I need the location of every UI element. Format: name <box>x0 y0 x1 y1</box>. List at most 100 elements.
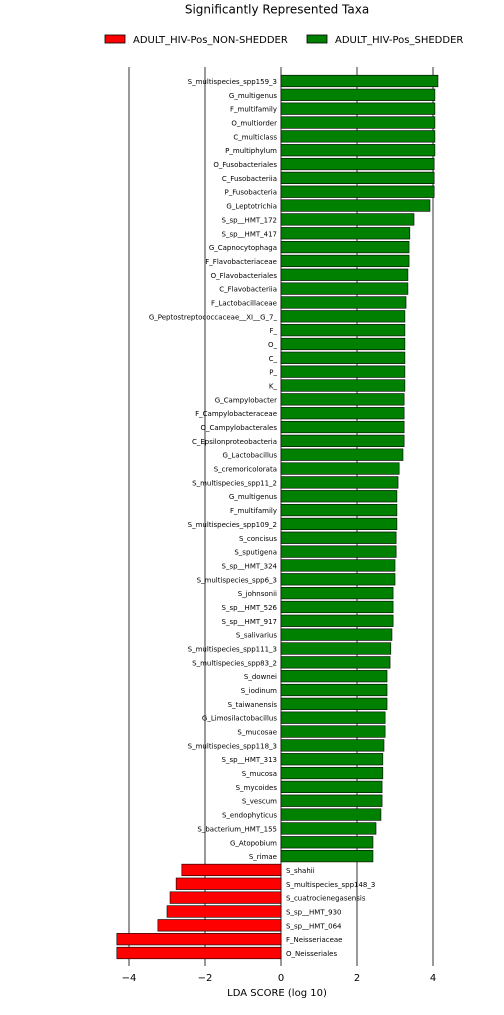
category-label: G_multigenus <box>229 92 277 100</box>
category-label: F_Lactobacillaceae <box>211 299 277 307</box>
category-label: S_cuatrocienegasensis <box>286 895 366 903</box>
x-axis-label: LDA SCORE (log 10) <box>227 988 327 999</box>
category-label: G_Limosilactobacillus <box>202 715 277 723</box>
category-label: G_Lactobacillus <box>223 452 278 460</box>
bar <box>280 725 386 738</box>
bar <box>280 185 435 198</box>
bar <box>280 780 383 794</box>
category-label: S_sp__HMT_313 <box>222 756 277 764</box>
bar <box>280 227 411 240</box>
category-label: O_Fusobacteriales <box>213 161 277 169</box>
category-label: S_johnsonii <box>238 590 277 598</box>
bar <box>280 282 409 295</box>
bar <box>280 614 394 627</box>
bar <box>280 697 388 710</box>
bar <box>280 545 397 558</box>
bar <box>280 351 406 364</box>
bar <box>280 656 391 669</box>
bar <box>280 628 393 641</box>
bar <box>280 670 388 683</box>
legend-label: ADULT_HIV-Pos_NON-SHEDDER <box>133 35 288 46</box>
bar <box>280 296 407 309</box>
bar <box>280 850 374 863</box>
category-label: K_ <box>269 383 278 391</box>
category-label: S_rimae <box>249 853 277 861</box>
bar <box>280 683 388 697</box>
category-label: G_Atopobium <box>230 839 277 847</box>
bar <box>280 503 398 517</box>
category-label: S_sp__HMT_917 <box>222 618 277 626</box>
category-label: S_endophyticus <box>222 812 277 820</box>
bar <box>280 213 415 226</box>
bar <box>116 946 282 960</box>
category-label: S_concisus <box>239 535 277 543</box>
category-label: O_Neisseriales <box>286 950 337 958</box>
bar <box>169 891 282 904</box>
category-label: P_Fusobacteria <box>225 189 277 197</box>
category-label: S_multispecies_spp111_3 <box>188 645 277 653</box>
x-tick-label: −4 <box>122 973 137 984</box>
bar <box>280 808 382 821</box>
category-label: G_Peptostreptococcaceae__XI__G_7_ <box>149 313 278 321</box>
category-label: G_multigenus <box>229 493 277 501</box>
bar <box>175 877 282 890</box>
bar <box>280 116 436 129</box>
category-label: F_ <box>269 327 277 335</box>
bar <box>280 420 405 434</box>
category-label: S_vescum <box>242 798 277 806</box>
category-label: S_bacterium_HMT_155 <box>197 825 277 833</box>
bar <box>280 130 436 143</box>
bar <box>280 490 398 503</box>
category-label: S_multispecies_spp6_3 <box>197 576 277 584</box>
category-label: O_Flavobacteriales <box>211 272 278 280</box>
bar <box>280 794 383 807</box>
bar <box>280 559 396 572</box>
category-label: S_sp__HMT_064 <box>286 922 342 930</box>
bar <box>280 822 377 835</box>
bar <box>166 905 282 918</box>
category-label: P_multiphylum <box>225 147 277 155</box>
category-label: G_Capnocytophaga <box>209 244 277 252</box>
category-label: G_Campylobacter <box>215 396 277 404</box>
category-label: S_sp__HMT_324 <box>222 562 278 570</box>
bar <box>280 462 400 475</box>
bar <box>280 199 431 212</box>
x-tick-label: 2 <box>354 973 360 984</box>
category-label: S_multispecies_spp148_3 <box>286 881 375 889</box>
bar <box>280 587 394 600</box>
category-label: O_Campylobacterales <box>200 424 277 432</box>
bar <box>280 600 394 614</box>
category-label: F_Neisseriaceae <box>286 936 342 944</box>
category-label: S_mycoides <box>236 784 278 792</box>
category-label: C_Flavobacteriia <box>219 286 277 294</box>
category-label: S_multispecies_spp159_3 <box>188 78 277 86</box>
category-label: S_sp__HMT_417 <box>222 230 277 238</box>
category-label: G_Leptotrichia <box>226 203 277 211</box>
bar <box>280 88 436 101</box>
category-label: S_multispecies_spp11_2 <box>192 479 277 487</box>
category-label: S_cremoricolorata <box>214 466 277 474</box>
x-tick-label: 0 <box>278 973 284 984</box>
bar <box>280 753 384 766</box>
x-tick-label: −2 <box>198 973 213 984</box>
legend-swatch <box>104 34 126 44</box>
category-label: C_ <box>269 355 278 363</box>
category-label: S_sp__HMT_930 <box>286 908 341 916</box>
bar <box>280 517 398 531</box>
bar <box>280 324 406 337</box>
category-label: O_ <box>268 341 278 349</box>
category-label: F_multifamily <box>230 106 277 114</box>
category-label: S_sputigena <box>234 549 277 557</box>
category-label: S_multispecies_spp109_2 <box>188 521 277 529</box>
category-label: S_sp__HMT_526 <box>222 604 278 612</box>
x-tick-label: 4 <box>430 973 436 984</box>
bar <box>280 407 405 420</box>
bar <box>280 102 436 115</box>
category-label: P_ <box>269 369 277 377</box>
category-label: S_downei <box>244 673 277 681</box>
category-label: S_taiwanensis <box>228 701 278 709</box>
category-label: F_multifamily <box>230 507 277 515</box>
bar <box>280 157 435 171</box>
bar <box>280 642 392 655</box>
bar <box>116 933 282 946</box>
